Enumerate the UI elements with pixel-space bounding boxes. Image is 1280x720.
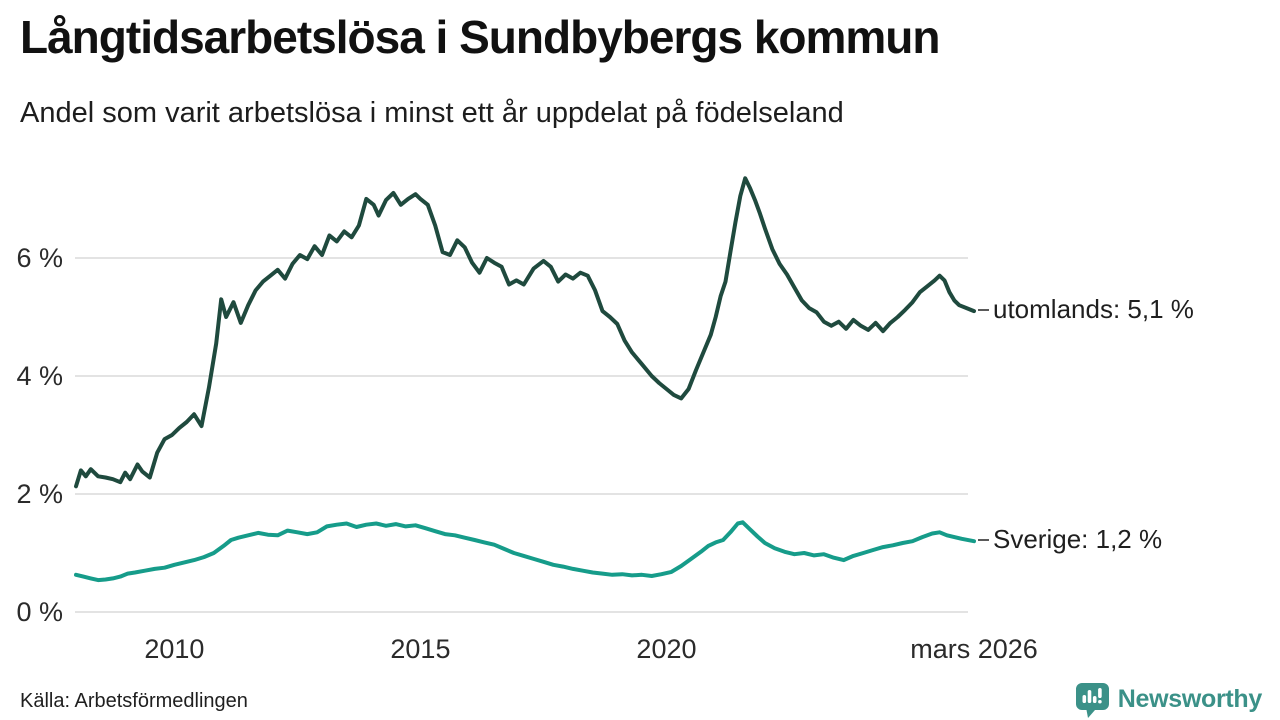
series-lines: [74, 176, 976, 583]
y-tick-label: 0 %: [16, 597, 63, 627]
x-tick-label: 2020: [636, 634, 696, 664]
x-tick-label: 2010: [144, 634, 204, 664]
newsworthy-wordmark: Newsworthy: [1117, 685, 1263, 713]
x-tick-label: 2015: [390, 634, 450, 664]
chart-subtitle: Andel som varit arbetslösa i minst ett å…: [20, 97, 844, 129]
series-label-text: utomlands: 5,1 %: [993, 294, 1194, 325]
y-tick-label: 2 %: [16, 479, 63, 509]
line-utomlands: [74, 176, 976, 489]
series-label-sverige: Sverige: 1,2 %: [978, 524, 1162, 555]
series-label-utomlands: utomlands: 5,1 %: [978, 294, 1194, 325]
x-tick-label: mars 2026: [910, 634, 1038, 664]
label-connector-dash: [978, 308, 989, 311]
line-sverige: [74, 520, 976, 583]
gridlines: [75, 256, 968, 613]
newsworthy-logo[interactable]: Newsworthy: [1074, 681, 1262, 718]
x-axis-labels: 2010 2015 2020 mars 2026: [144, 634, 1037, 664]
page-title: Långtidsarbetslösa i Sundbybergs kommun: [20, 11, 940, 63]
source-credit: Källa: Arbetsförmedlingen: [20, 690, 248, 712]
y-tick-label: 4 %: [16, 361, 63, 391]
y-axis-labels: 0 % 2 % 4 % 6 %: [16, 243, 63, 627]
label-connector-dash: [978, 538, 989, 541]
y-tick-label: 6 %: [16, 243, 63, 273]
newsworthy-bubble-chart-icon: [1075, 683, 1109, 718]
series-label-text: Sverige: 1,2 %: [993, 524, 1163, 555]
